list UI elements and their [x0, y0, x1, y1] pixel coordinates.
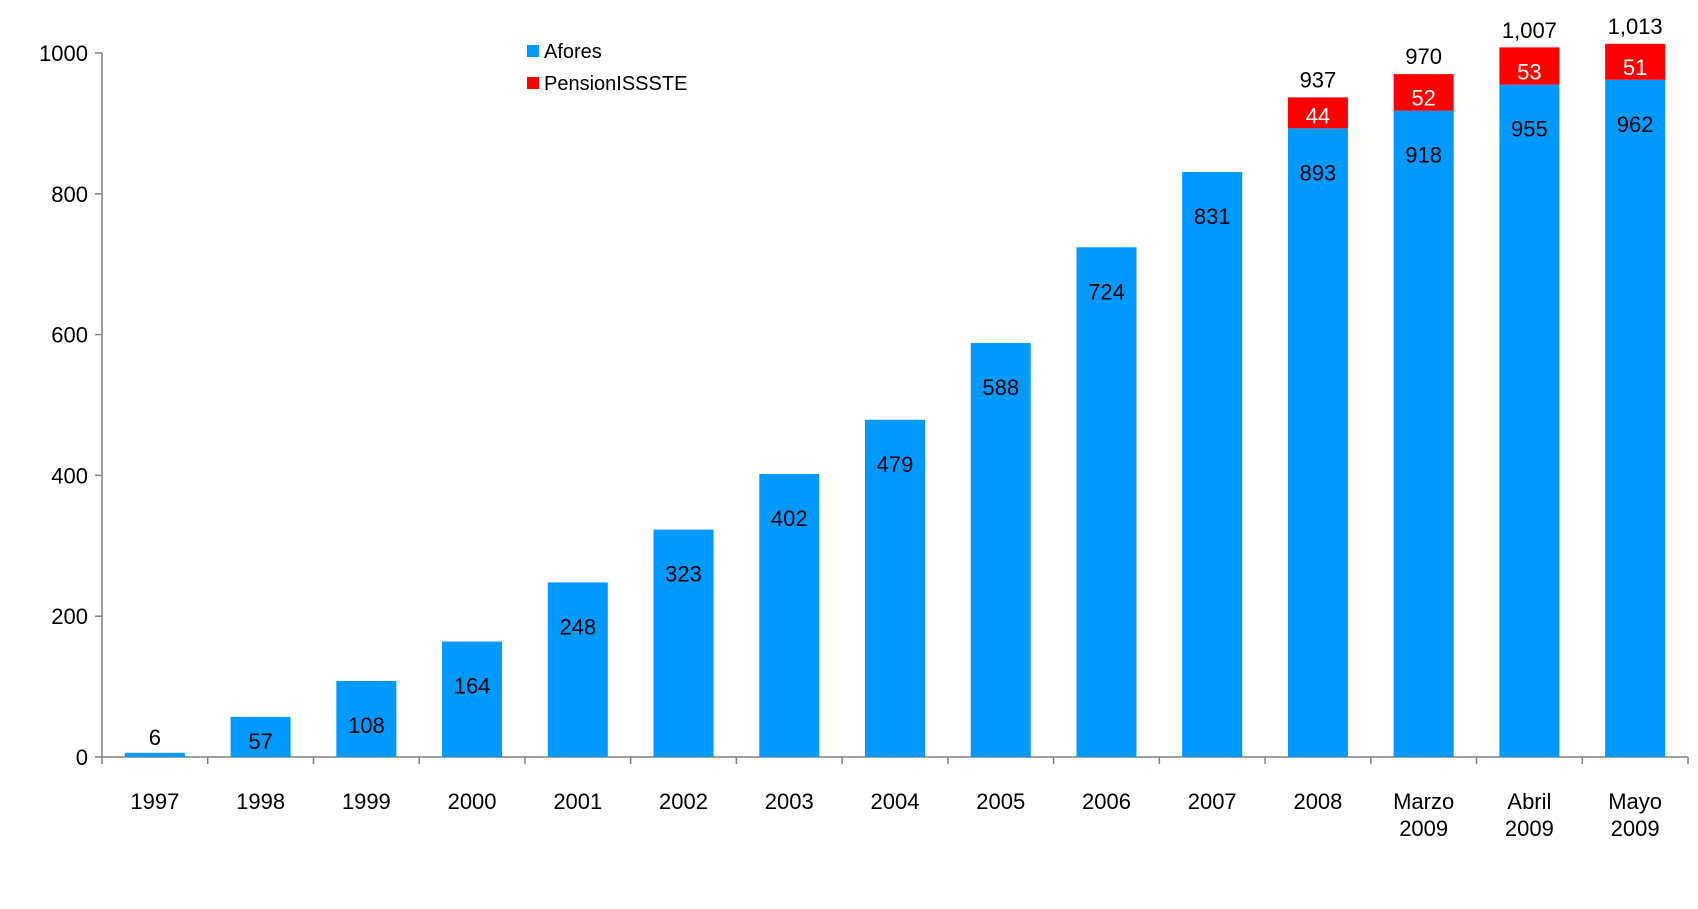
- data-label-afores: 955: [1511, 117, 1548, 142]
- chart-bars: [124, 43, 1666, 758]
- bar-afores: [865, 419, 925, 757]
- data-label-total: 937: [1300, 67, 1337, 92]
- x-tick-label: 2003: [765, 789, 814, 814]
- y-tick-label: 200: [51, 604, 88, 629]
- legend-label-afores: Afores: [544, 41, 602, 63]
- data-label-afores: 831: [1194, 204, 1231, 229]
- data-label-afores: 248: [559, 614, 596, 639]
- x-tick-label: 2007: [1188, 789, 1237, 814]
- data-label-afores: 918: [1405, 143, 1442, 168]
- legend-label-pensionissste: PensionISSSTE: [544, 73, 687, 95]
- data-label-afores: 962: [1617, 112, 1654, 137]
- x-tick-label: 2001: [553, 789, 602, 814]
- bar-afores: [1605, 79, 1666, 757]
- bar-afores: [653, 529, 714, 757]
- data-label-pensionissste: 51: [1623, 55, 1647, 80]
- bar-afores: [442, 641, 503, 757]
- legend-swatch-pensionissste: [527, 77, 539, 89]
- x-tick-label: 2006: [1082, 789, 1131, 814]
- bar-afores: [547, 582, 608, 757]
- data-label-pensionissste: 53: [1517, 60, 1541, 85]
- bar-afores: [1287, 128, 1348, 757]
- legend-swatch-afores: [527, 45, 539, 57]
- bar-afores: [1182, 171, 1243, 757]
- data-label-afores: 108: [348, 713, 385, 738]
- data-label-total: 1,007: [1502, 18, 1557, 43]
- y-tick-label: 400: [51, 463, 88, 488]
- chart-legend: Afores PensionISSSTE: [527, 41, 687, 95]
- x-tick-label: 2002: [659, 789, 708, 814]
- x-tick-label: Marzo 2009: [1393, 789, 1454, 841]
- bar-afores: [970, 343, 1031, 757]
- x-tick-label: 1998: [236, 789, 285, 814]
- x-tick-label: 2008: [1293, 789, 1342, 814]
- x-tick-label: 2000: [448, 789, 497, 814]
- data-label-pensionissste: 44: [1306, 103, 1330, 128]
- chart-data-labels: 6 57 108 164 248 323 402 479 588 724 831 44 893 937 52…: [149, 14, 1663, 754]
- bar-pensionissste: [1393, 74, 1454, 111]
- bar-afores: [230, 716, 291, 757]
- data-label-total: 1,013: [1608, 14, 1663, 39]
- x-tick-label: 1997: [130, 789, 179, 814]
- y-tick-label: 0: [76, 745, 88, 770]
- bar-afores: [1076, 247, 1137, 757]
- data-label-pensionissste: 52: [1411, 86, 1435, 111]
- data-label-total: 970: [1405, 44, 1442, 69]
- x-tick-label: Mayo 2009: [1608, 789, 1662, 841]
- chart-axes: 0 200 400 600 800 1000 1997 1998 1999 2000 2001 200…: [39, 41, 1689, 841]
- data-label-afores: 57: [248, 729, 272, 754]
- bar-pensionissste: [1287, 97, 1348, 129]
- bar-afores: [124, 752, 185, 757]
- bar-afores: [1499, 84, 1560, 758]
- x-tick-label: 2005: [976, 789, 1025, 814]
- y-tick-label: 1000: [39, 41, 88, 66]
- bar-afores: [1393, 110, 1454, 757]
- data-label-afores: 588: [982, 375, 1019, 400]
- data-label-afores: 323: [665, 562, 702, 587]
- y-tick-label: 800: [51, 182, 88, 207]
- x-tick-label: Abril 2009: [1505, 789, 1554, 841]
- data-label-afores: 479: [877, 452, 914, 477]
- data-label-afores: 402: [771, 506, 808, 531]
- data-label-afores: 6: [149, 725, 161, 750]
- bar-afores: [336, 680, 397, 757]
- bar-afores: [759, 473, 820, 757]
- y-tick-label: 600: [51, 323, 88, 348]
- x-tick-label: 1999: [342, 789, 391, 814]
- bar-pensionissste: [1499, 47, 1560, 85]
- bar-pensionissste: [1605, 43, 1666, 80]
- data-label-afores: 164: [454, 674, 491, 699]
- data-label-afores: 724: [1088, 279, 1125, 304]
- x-tick-label: 2004: [871, 789, 920, 814]
- data-label-afores: 893: [1300, 160, 1337, 185]
